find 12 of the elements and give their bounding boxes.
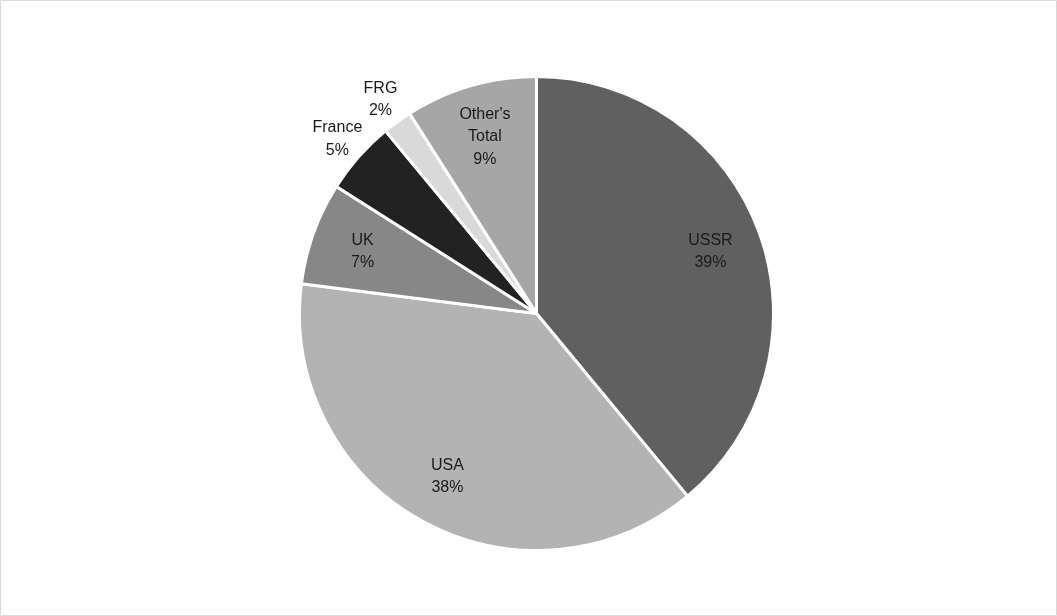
slice-label: FRG — [363, 79, 398, 97]
data-label: 5% — [325, 140, 349, 158]
slice-label: France — [312, 118, 363, 136]
slice-label: Other's Total — [459, 105, 511, 145]
data-label: 9% — [473, 149, 497, 167]
data-label: 38% — [431, 478, 464, 496]
data-label: 2% — [368, 101, 393, 119]
data-label: 39% — [694, 253, 727, 271]
slice-label: UK — [351, 231, 375, 249]
data-label: 7% — [351, 253, 375, 271]
slice-label: USA — [430, 455, 465, 473]
slice-label: USSR — [688, 231, 733, 249]
